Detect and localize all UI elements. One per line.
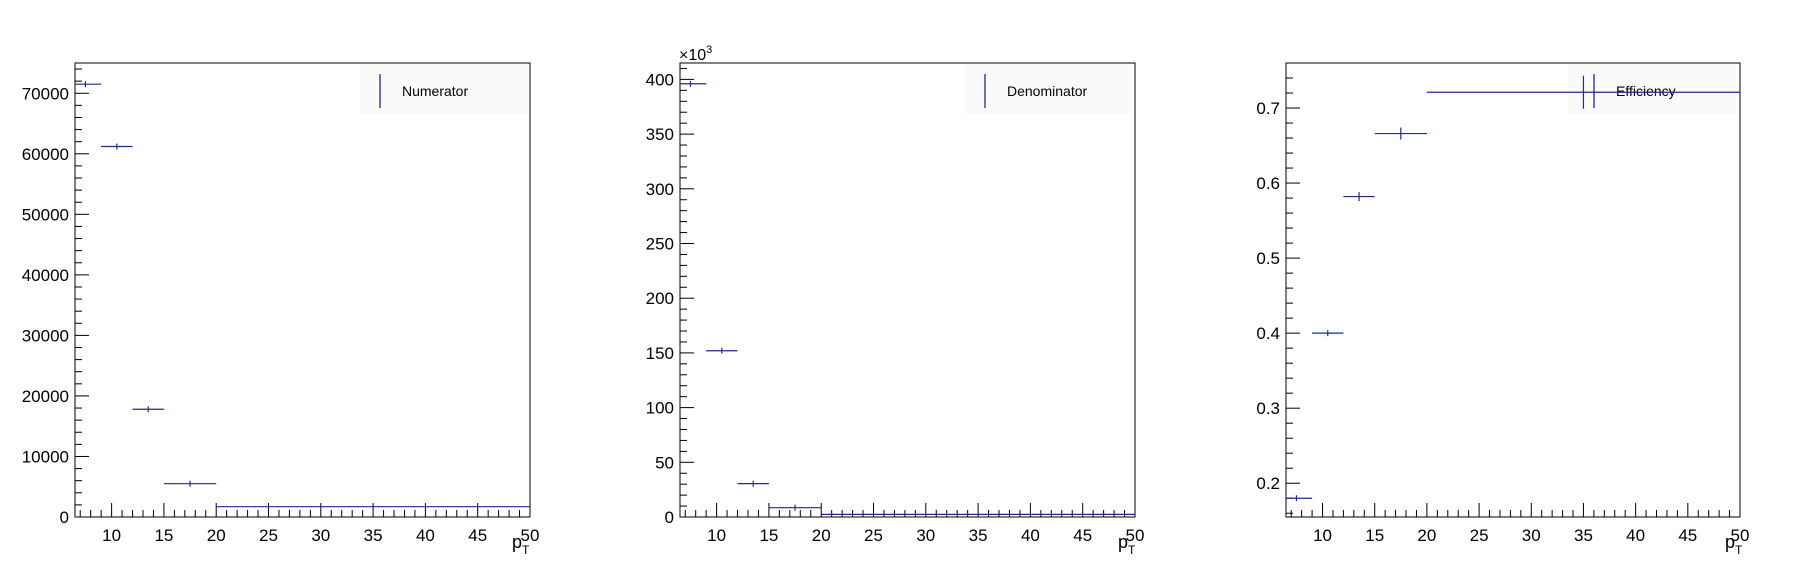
legend-box xyxy=(964,64,1132,114)
plot-area: 10 15 20 25 30 35 40 45 50 0.2 0.3 0.4 0.5 0.6 0.7 xyxy=(1256,62,1750,545)
data-point xyxy=(132,406,164,413)
x-tick-label: 15 xyxy=(759,526,778,545)
y-tick-label: 0.6 xyxy=(1256,174,1280,193)
legend-label: Efficiency xyxy=(1616,83,1676,99)
y-tick-label: 200 xyxy=(646,289,674,308)
x-tick-label: 45 xyxy=(1073,526,1092,545)
y-tick-label: 250 xyxy=(646,235,674,254)
x-tick-label: 30 xyxy=(916,526,935,545)
y-axis: 0.2 0.3 0.4 0.5 0.6 0.7 xyxy=(1256,62,1300,514)
data-point xyxy=(706,347,738,354)
plot-frame xyxy=(1285,62,1741,518)
x-tick-label: 10 xyxy=(1313,526,1332,545)
x-axis-title: pT xyxy=(1725,532,1743,557)
x-tick-label: 10 xyxy=(102,526,121,545)
data-point xyxy=(75,81,102,88)
y-tick-label: 350 xyxy=(646,125,674,144)
y-axis: 0 50 100 150 200 250 300 350 400 xyxy=(646,67,694,527)
x-tick-label: 40 xyxy=(1021,526,1040,545)
data-point xyxy=(163,480,217,487)
x-tick-label: 50 xyxy=(1731,526,1750,545)
x-tick-label: 15 xyxy=(1365,526,1384,545)
plot-area: 10 15 20 25 30 35 40 45 50 0 10000 20000 30000 40000 5… xyxy=(22,62,540,545)
x-axis-title: pT xyxy=(512,532,530,557)
x-tick-label: 50 xyxy=(521,526,540,545)
data-point xyxy=(821,511,1135,518)
data-point xyxy=(680,80,707,87)
y-tick-label: 100 xyxy=(646,399,674,418)
x-tick-label: 35 xyxy=(364,526,383,545)
plot-area: 10 15 20 25 30 35 40 45 50 0 50 100 150 200 250 300 350 4… xyxy=(646,62,1145,545)
y-tick-label: 300 xyxy=(646,180,674,199)
denominator-panel: Denominator ×103 pT 10 15 20 25 30 35 40 45 50 0 5… xyxy=(646,44,1145,557)
data-series xyxy=(1286,75,1740,502)
x-axis-title: pT xyxy=(1118,532,1136,557)
y-tick-label: 0.5 xyxy=(1256,249,1280,268)
y-tick-label: 30000 xyxy=(22,326,69,345)
data-point xyxy=(216,503,530,510)
data-series xyxy=(75,81,530,510)
y-tick-label: 10000 xyxy=(22,447,69,466)
x-tick-label: 30 xyxy=(1522,526,1541,545)
y-tick-label: 40000 xyxy=(22,266,69,285)
data-series xyxy=(680,80,1135,518)
y-tick-label: 20000 xyxy=(22,387,69,406)
data-point xyxy=(1312,330,1344,337)
y-tick-label: 150 xyxy=(646,344,674,363)
x-tick-label: 10 xyxy=(707,526,726,545)
legend-box xyxy=(1568,64,1736,114)
x-tick-label: 50 xyxy=(1126,526,1145,545)
plot-frame xyxy=(679,62,1136,518)
x-tick-label: 25 xyxy=(864,526,883,545)
x-axis: 10 15 20 25 30 35 40 45 50 xyxy=(79,503,540,545)
y-tick-label: 0.4 xyxy=(1256,324,1280,343)
x-tick-label: 40 xyxy=(1626,526,1645,545)
y-tick-label: 50 xyxy=(655,453,674,472)
y-axis: 0 10000 20000 30000 40000 50000 60000 70000 xyxy=(22,68,89,527)
y-tick-label: 0.7 xyxy=(1256,99,1280,118)
y-tick-label: 70000 xyxy=(22,84,69,103)
x-axis: 10 15 20 25 30 35 40 45 50 xyxy=(684,503,1145,545)
x-tick-label: 45 xyxy=(1678,526,1697,545)
y-tick-label: 50000 xyxy=(22,205,69,224)
x-tick-label: 20 xyxy=(1417,526,1436,545)
x-tick-label: 35 xyxy=(1574,526,1593,545)
data-point xyxy=(1343,192,1375,202)
y-tick-label: 60000 xyxy=(22,145,69,164)
numerator-panel: Numerator pT 10 15 20 25 30 35 40 45 50 0 10000 200… xyxy=(22,62,540,557)
x-tick-label: 30 xyxy=(311,526,330,545)
x-tick-label: 20 xyxy=(207,526,226,545)
efficiency-panel: Efficiency pT 10 15 20 25 30 35 40 45 500.20.30.… xyxy=(1256,62,1750,557)
x-tick-label: 25 xyxy=(259,526,278,545)
x-tick-label: 45 xyxy=(468,526,487,545)
efficiency-legend: Efficiency xyxy=(1568,64,1736,114)
y-multiplier-label: ×103 xyxy=(679,44,712,64)
legend-label: Numerator xyxy=(402,83,468,99)
data-point xyxy=(768,504,822,511)
plot-frame xyxy=(74,62,531,518)
x-tick-label: 20 xyxy=(812,526,831,545)
denominator-legend: Denominator xyxy=(964,64,1132,114)
x-axis: 10 15 20 25 30 35 40 45 50 xyxy=(1290,503,1750,545)
data-point xyxy=(1426,75,1740,109)
x-tick-label: 15 xyxy=(154,526,173,545)
data-point xyxy=(1286,495,1313,502)
x-tick-label: 40 xyxy=(416,526,435,545)
data-point xyxy=(1374,127,1427,140)
x-tick-label: 25 xyxy=(1470,526,1489,545)
data-point xyxy=(101,143,133,150)
y-tick-label: 0 xyxy=(665,508,674,527)
y-tick-label: 400 xyxy=(646,70,674,89)
numerator-legend: Numerator xyxy=(360,64,528,114)
legend-box xyxy=(360,64,528,114)
y-tick-label: 0 xyxy=(60,508,69,527)
y-tick-label: 0.3 xyxy=(1256,399,1280,418)
y-tick-label: 0.2 xyxy=(1256,474,1280,493)
data-point xyxy=(737,480,769,487)
x-tick-label: 35 xyxy=(969,526,988,545)
legend-label: Denominator xyxy=(1007,83,1087,99)
